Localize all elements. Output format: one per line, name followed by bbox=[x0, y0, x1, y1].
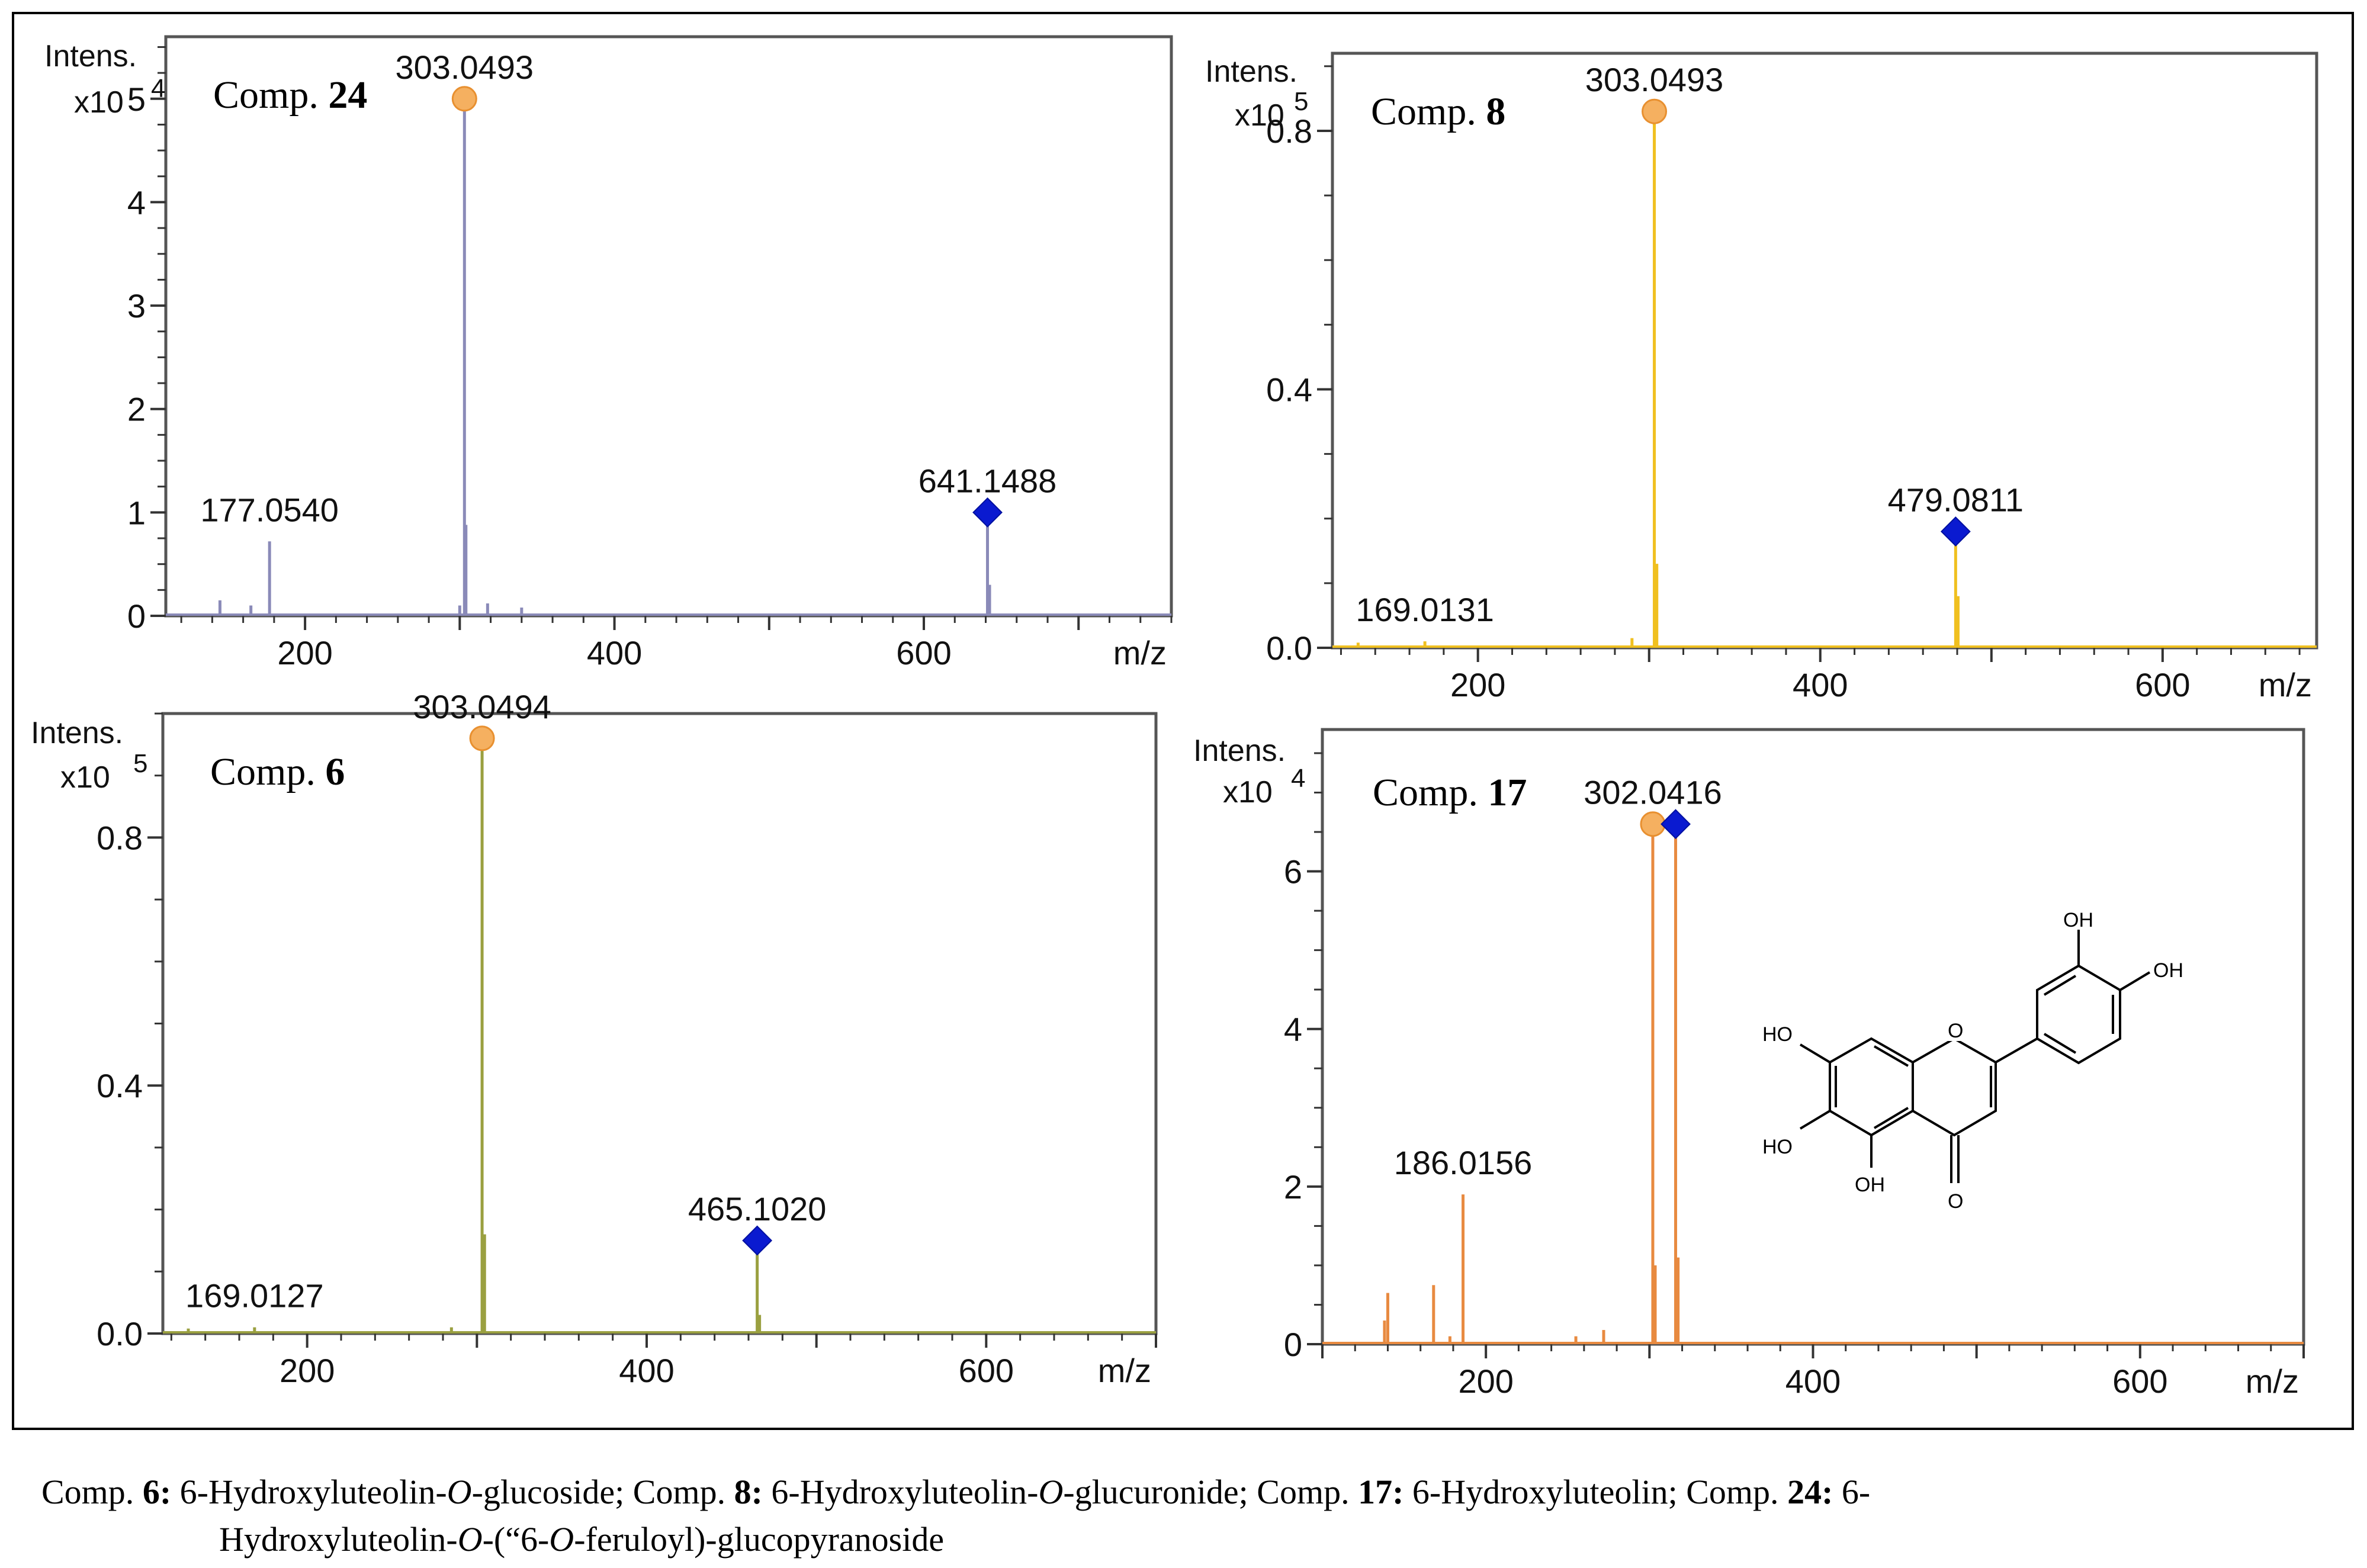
y-axis-label: Intens. bbox=[31, 716, 123, 750]
x-axis-label: m/z bbox=[2259, 666, 2312, 703]
x-tick-label: 400 bbox=[1793, 666, 1848, 703]
struct-label-oh-top: OH bbox=[2063, 909, 2093, 931]
x-tick-label: 200 bbox=[280, 1352, 335, 1389]
peak-marker-circle bbox=[451, 86, 477, 112]
y-tick-label: 4 bbox=[127, 184, 146, 221]
x-tick-label: 200 bbox=[277, 634, 332, 671]
x-tick-label: 600 bbox=[896, 634, 951, 671]
peak-label: 479.0811 bbox=[1888, 481, 2024, 519]
struct-label-carbonyl-o: O bbox=[1948, 1190, 1963, 1213]
panel-comp-6: Comp. 6 0.0 0.4 0.8 200 400 600 m/z Intens. x10 5… bbox=[31, 688, 1158, 1389]
y-axis-label: Intens. bbox=[1193, 734, 1286, 768]
x-tick-label: 400 bbox=[619, 1352, 674, 1389]
x-tick-label: 400 bbox=[587, 634, 642, 671]
y-axis-label: Intens. bbox=[44, 39, 137, 73]
panel-title-comp-6: Comp. 6 bbox=[210, 750, 345, 793]
y-tick-label: 4 bbox=[1284, 1011, 1302, 1048]
peak-label: 303.0494 bbox=[413, 688, 551, 725]
peak-label: 303.0493 bbox=[396, 49, 534, 86]
plot-frame bbox=[1321, 728, 2305, 1346]
y-tick-label: 0.0 bbox=[1266, 629, 1312, 667]
peak-label: 169.0127 bbox=[185, 1277, 324, 1315]
y-axis-label: Intens. bbox=[1205, 54, 1297, 89]
x-tick-label: 400 bbox=[1785, 1363, 1841, 1400]
peak-label: 169.0131 bbox=[1356, 591, 1494, 628]
y-tick-label: 0.4 bbox=[1266, 371, 1312, 408]
figure-frame bbox=[12, 12, 2354, 1430]
peak-label: 465.1020 bbox=[688, 1190, 827, 1228]
y-tick-label: 0.8 bbox=[1266, 113, 1312, 150]
peak-label: 186.0156 bbox=[1394, 1144, 1533, 1181]
peak-label: 303.0493 bbox=[1585, 61, 1724, 98]
6-hydroxyluteolin-structure bbox=[1799, 930, 2151, 1183]
x-axis-label: m/z bbox=[2246, 1363, 2299, 1400]
y-tick-label: 6 bbox=[1284, 853, 1302, 891]
y-tick-label: 0.0 bbox=[97, 1315, 143, 1352]
peak-marker-circle bbox=[469, 725, 495, 751]
panel-title-comp-17: Comp. 17 bbox=[1373, 771, 1527, 814]
peak-label: 641.1488 bbox=[918, 462, 1057, 499]
x-tick-label: 600 bbox=[2135, 666, 2190, 703]
peak-marker-diamond bbox=[742, 1225, 773, 1256]
x-tick-label: 200 bbox=[1458, 1363, 1513, 1400]
y-tick-label: 0 bbox=[127, 597, 146, 635]
struct-label-oh-right: OH bbox=[2153, 959, 2183, 982]
y-axis-exponent: 4 bbox=[151, 74, 165, 103]
y-tick-label: 3 bbox=[127, 287, 146, 324]
y-tick-label: 2 bbox=[127, 391, 146, 428]
y-axis-scale: x10 bbox=[1223, 775, 1273, 809]
x-tick-label: 200 bbox=[1450, 666, 1505, 703]
y-tick-label: 0 bbox=[1284, 1326, 1302, 1363]
y-axis-scale: x10 bbox=[74, 85, 124, 120]
plot-frame bbox=[164, 35, 1173, 618]
panel-title-comp-24: Comp. 24 bbox=[213, 73, 367, 117]
panel-title-comp-8: Comp. 8 bbox=[1371, 90, 1505, 133]
y-axis-scale: x10 bbox=[60, 760, 110, 795]
panel-comp-8: Comp. 8 0.0 0.4 0.8 200 400 600 m/z Intens. x10 5… bbox=[1205, 52, 2318, 703]
peak-marker-diamond bbox=[972, 497, 1003, 528]
x-tick-label: 600 bbox=[2112, 1363, 2167, 1400]
struct-label-ho-lower: HO bbox=[1762, 1136, 1793, 1158]
x-tick-label: 600 bbox=[959, 1352, 1014, 1389]
y-axis-exponent: 5 bbox=[1294, 87, 1308, 116]
struct-label-ho-upper: HO bbox=[1762, 1023, 1793, 1046]
struct-label-oh-bottom: OH bbox=[1855, 1174, 1885, 1196]
x-axis-label: m/z bbox=[1098, 1352, 1151, 1389]
peak-marker-diamond bbox=[1940, 516, 1971, 547]
peak-label: 302.0416 bbox=[1584, 774, 1722, 811]
y-tick-label: 1 bbox=[127, 494, 146, 531]
y-tick-label: 2 bbox=[1284, 1168, 1302, 1206]
plot-frame bbox=[161, 712, 1158, 1335]
struct-label-ring-o: O bbox=[1948, 1020, 1963, 1042]
x-axis-label: m/z bbox=[1113, 634, 1167, 671]
peak-marker-diamond bbox=[1661, 809, 1691, 840]
y-tick-label: 5 bbox=[127, 81, 146, 118]
peak-label: 177.0540 bbox=[200, 491, 339, 528]
y-tick-label: 0.8 bbox=[97, 819, 143, 856]
y-axis-scale: x10 bbox=[1235, 98, 1284, 133]
y-axis-exponent: 5 bbox=[133, 749, 147, 778]
figure-caption: Comp. 6: 6-Hydroxyluteolin-O-glucoside; … bbox=[41, 1473, 1871, 1559]
y-tick-label: 0.4 bbox=[97, 1067, 143, 1104]
peak-marker-circle bbox=[1642, 98, 1668, 124]
y-axis-exponent: 4 bbox=[1291, 764, 1305, 793]
panel-comp-17: Comp. 17 0 2 4 6 200 400 600 m/z Intens. x10 4 186.… bbox=[1193, 728, 2305, 1400]
plot-frame bbox=[1331, 52, 2318, 650]
